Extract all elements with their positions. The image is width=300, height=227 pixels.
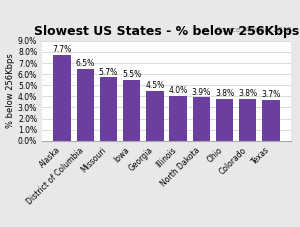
Bar: [146, 91, 164, 141]
Text: 3.9%: 3.9%: [192, 88, 211, 96]
Bar: [123, 80, 140, 141]
Text: 4.0%: 4.0%: [169, 86, 188, 96]
Bar: [239, 99, 256, 141]
Text: 3.8%: 3.8%: [215, 89, 234, 98]
Bar: [169, 96, 187, 141]
Text: 5.7%: 5.7%: [99, 68, 118, 76]
Text: Source: Akamai 2010: Source: Akamai 2010: [216, 27, 291, 33]
Bar: [216, 99, 233, 141]
Bar: [262, 100, 280, 141]
Text: 7.7%: 7.7%: [52, 45, 72, 54]
Text: 3.7%: 3.7%: [261, 90, 280, 99]
Text: 4.5%: 4.5%: [145, 81, 164, 90]
Bar: [76, 69, 94, 141]
Text: 5.5%: 5.5%: [122, 70, 141, 79]
Bar: [193, 97, 210, 141]
Text: 3.8%: 3.8%: [238, 89, 257, 98]
Y-axis label: % below 256Kbps: % below 256Kbps: [6, 53, 15, 128]
Bar: [53, 55, 71, 141]
Bar: [100, 77, 117, 141]
Text: 6.5%: 6.5%: [76, 59, 95, 68]
Title: Slowest US States - % below 256Kbps: Slowest US States - % below 256Kbps: [34, 25, 299, 38]
